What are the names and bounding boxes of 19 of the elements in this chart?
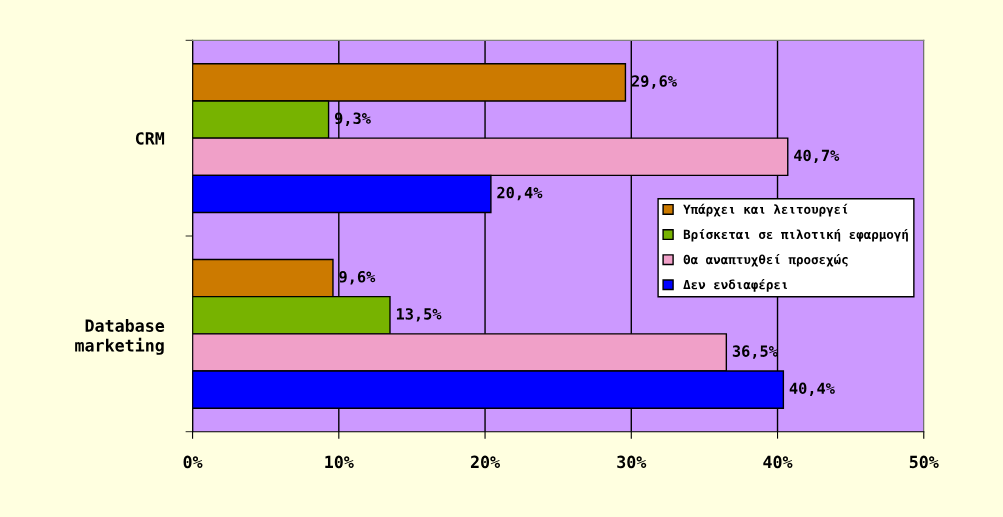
x-tick-label: 20% <box>470 455 500 469</box>
y-tick-label: Database marketing <box>75 319 165 355</box>
x-tick-label: 50% <box>909 455 939 469</box>
legend-label: Θα αναπτυχθεί προσεχώς <box>683 254 848 267</box>
x-tick-label: 40% <box>763 455 793 469</box>
data-label: 9,6% <box>339 270 376 285</box>
x-tick-label: 30% <box>617 455 647 469</box>
data-label: 40,4% <box>789 382 835 396</box>
legend-label: Υπάρχει και λειτουργεί <box>683 203 848 217</box>
x-tick-label: 0% <box>183 455 203 469</box>
y-tick-label: CRM <box>135 132 165 145</box>
data-label: 20,4% <box>497 186 543 201</box>
legend-label: Δεν ενδιαφέρει <box>683 279 787 292</box>
x-tick-label: 10% <box>325 455 354 469</box>
data-label: 29,6% <box>631 75 677 89</box>
legend-label: Βρίσκεται σε πιλοτική εφαρμογή <box>683 228 908 242</box>
data-label: 36,5% <box>732 345 778 359</box>
data-label: 13,5% <box>396 308 442 322</box>
data-label: 40,7% <box>794 149 840 164</box>
